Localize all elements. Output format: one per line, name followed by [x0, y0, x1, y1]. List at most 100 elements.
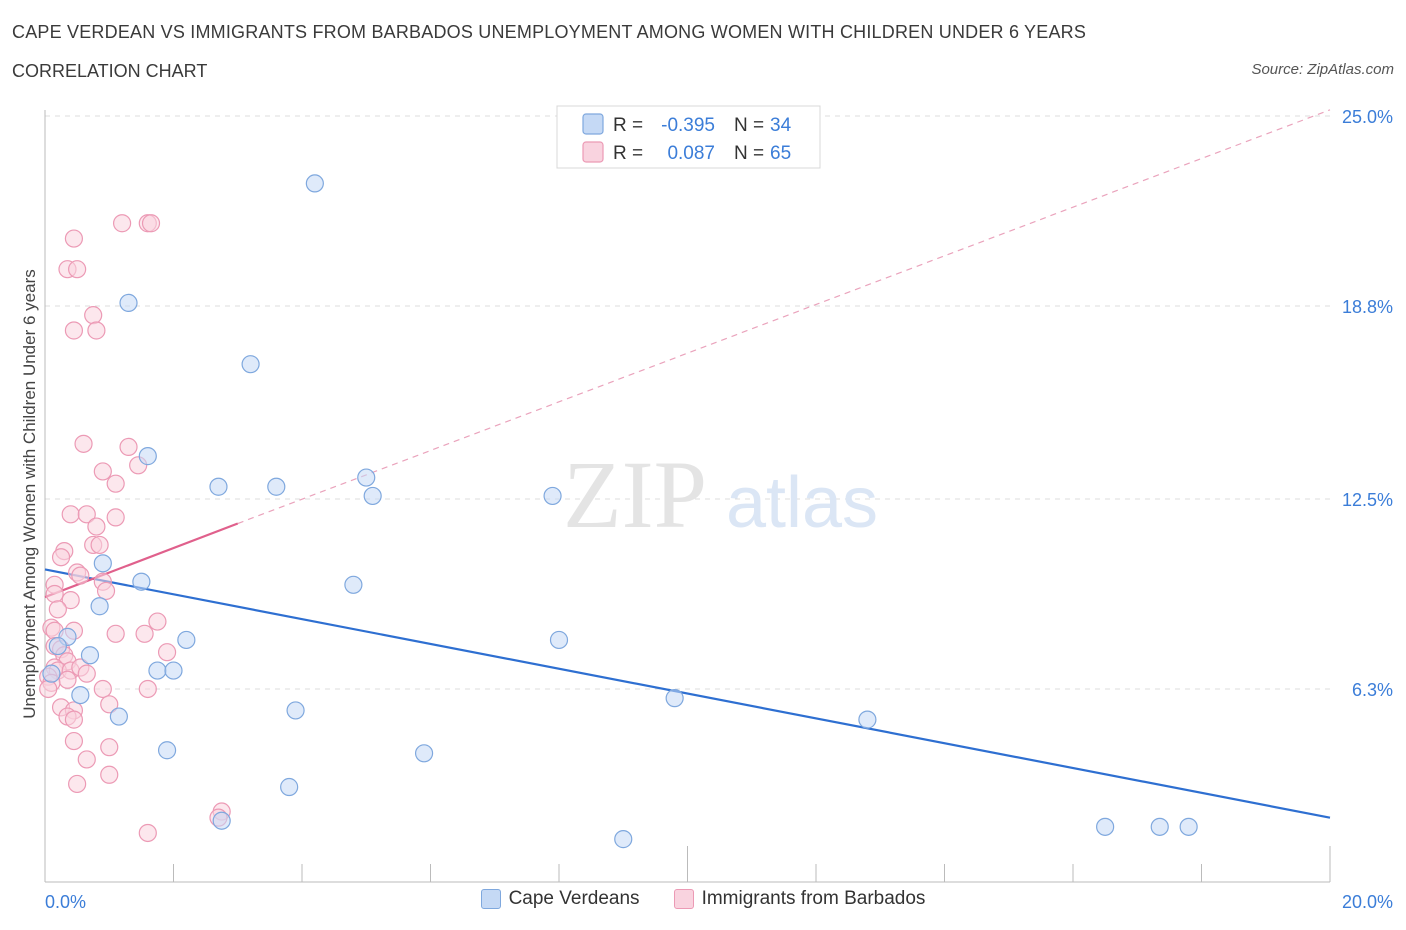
point-barbados-58 — [100, 765, 119, 784]
point-barbados-47 — [39, 679, 58, 699]
watermark-zip: ZIP — [563, 441, 707, 548]
trend-line-barbados — [44, 522, 239, 599]
watermark: ZIP atlas — [563, 441, 878, 548]
source-credit: Source: ZipAtlas.com — [1251, 61, 1394, 78]
point-cape-verdeans-26 — [280, 777, 299, 797]
legend-swatch-immigrants-from-barbados — [673, 889, 694, 909]
point-barbados-49 — [138, 679, 157, 699]
point-barbados-16 — [106, 508, 125, 527]
point-barbados-57 — [77, 750, 96, 769]
point-barbados-59 — [68, 774, 87, 794]
legend-item-immigrants-from-barbados[interactable]: Immigrants from Barbados — [673, 888, 926, 910]
point-cape-verdeans-28 — [1096, 817, 1115, 836]
data-points — [39, 174, 1198, 849]
point-barbados-45 — [58, 670, 77, 689]
point-barbados-35 — [135, 624, 154, 643]
point-barbados-7 — [64, 321, 84, 340]
point-cape-verdeans-4 — [357, 468, 376, 487]
legend-box: R = -0.395 N = 34 R = 0.087 N = 65 — [556, 105, 821, 169]
point-cape-verdeans-6 — [267, 477, 286, 496]
legend-n-label-pink: N = — [734, 143, 764, 164]
point-barbados-28 — [61, 591, 80, 610]
legend-swatch-cape-verdeans — [480, 889, 501, 909]
x-tick-label-1: 20.0% — [1342, 892, 1393, 912]
legend-label-immigrants-from-barbados: Immigrants from Barbados — [701, 888, 926, 909]
point-barbados-13 — [106, 474, 125, 493]
point-cape-verdeans-16 — [80, 646, 100, 665]
trend-line-barbados-extension — [237, 109, 1331, 525]
point-cape-verdeans-14 — [177, 630, 196, 650]
legend-n-label-blue: N = — [734, 115, 764, 136]
legend-n-value-pink: 65 — [770, 143, 791, 164]
point-cape-verdeans-8 — [543, 486, 562, 506]
point-cape-verdeans-23 — [858, 710, 877, 729]
point-cape-verdeans-11 — [344, 575, 363, 594]
point-barbados-54 — [64, 710, 84, 729]
watermark-atlas: atlas — [726, 463, 878, 543]
legend-r-value-blue: -0.395 — [661, 115, 715, 136]
point-cape-verdeans-20 — [665, 689, 684, 708]
point-barbados-39 — [157, 643, 177, 662]
point-barbados-15 — [77, 505, 96, 524]
point-barbados-30 — [148, 612, 167, 631]
point-barbados-12 — [93, 462, 112, 481]
y-axis-label: Unemployment Among Women with Children U… — [20, 269, 39, 718]
point-cape-verdeans-24 — [157, 741, 177, 760]
point-barbados-0 — [112, 214, 132, 233]
point-barbados-48 — [93, 679, 112, 699]
point-cape-verdeans-12 — [90, 597, 109, 616]
legend-n-value-blue: 34 — [770, 115, 792, 136]
point-barbados-17 — [87, 517, 106, 536]
point-cape-verdeans-19 — [71, 685, 90, 705]
x-tick-label-0: 0.0% — [45, 892, 86, 912]
point-cape-verdeans-7 — [363, 486, 382, 506]
point-cape-verdeans-22 — [109, 707, 128, 726]
trend-line-cape-verdeans — [44, 568, 1331, 819]
point-cape-verdeans-25 — [414, 744, 434, 763]
point-cape-verdeans-31 — [614, 830, 633, 849]
legend-label-cape-verdeans: Cape Verdeans — [508, 888, 640, 909]
y-tick-label-2: 18.8% — [1342, 297, 1393, 317]
legend-swatch-pink — [582, 141, 604, 163]
y-tick-label-3: 25.0% — [1342, 107, 1393, 127]
y-tick-labels: 6.3% 12.5% 18.8% 25.0% — [1342, 107, 1393, 700]
point-barbados-26 — [96, 581, 116, 601]
point-barbados-56 — [100, 738, 119, 757]
point-cape-verdeans-15 — [549, 630, 569, 650]
chart-subtitle: CORRELATION CHART — [12, 61, 208, 81]
chart-title: CAPE VERDEAN VS IMMIGRANTS FROM BARBADOS… — [12, 22, 1087, 42]
legend-r-label-pink: R = — [613, 143, 643, 164]
point-barbados-55 — [64, 731, 84, 751]
point-barbados-64 — [77, 664, 96, 683]
point-barbados-2 — [141, 214, 161, 233]
point-barbados-10 — [119, 437, 138, 457]
point-cape-verdeans-1 — [119, 293, 138, 313]
point-barbados-5 — [68, 260, 87, 279]
point-cape-verdeans-33 — [42, 664, 61, 683]
point-barbados-3 — [64, 229, 84, 248]
point-barbados-23 — [71, 566, 90, 585]
point-cape-verdeans-10 — [132, 572, 151, 591]
point-cape-verdeans-17 — [148, 661, 167, 680]
point-barbados-29 — [48, 600, 67, 619]
trend-lines — [44, 109, 1331, 819]
point-barbados-62 — [138, 823, 157, 843]
point-cape-verdeans-21 — [286, 701, 305, 720]
point-barbados-9 — [74, 434, 93, 453]
point-barbados-21 — [51, 548, 71, 567]
y-tick-label-0: 6.3% — [1352, 680, 1393, 700]
y-tick-label-1: 12.5% — [1342, 490, 1393, 510]
point-barbados-8 — [87, 321, 106, 340]
bottom-legend: Cape Verdeans Immigrants from Barbados — [0, 888, 1406, 910]
point-barbados-19 — [90, 535, 109, 555]
grid-lines — [45, 115, 1330, 690]
legend-r-label-blue: R = — [613, 115, 643, 136]
point-cape-verdeans-18 — [164, 661, 183, 680]
x-tick-labels: 0.0% 20.0% — [45, 892, 1393, 912]
legend-r-value-pink: 0.087 — [667, 143, 715, 164]
legend-item-cape-verdeans[interactable]: Cape Verdeans — [480, 888, 640, 910]
axes — [44, 110, 1331, 883]
point-cape-verdeans-3 — [138, 447, 157, 466]
point-cape-verdeans-2 — [241, 355, 260, 374]
point-barbados-34 — [106, 624, 125, 643]
